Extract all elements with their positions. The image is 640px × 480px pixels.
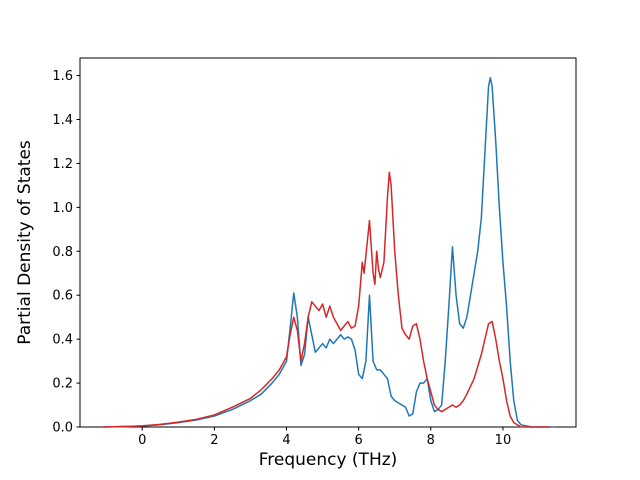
y-tick-label: 1.4 <box>52 113 73 128</box>
x-tick-label: 0 <box>138 433 146 448</box>
y-tick-label: 0.6 <box>52 289 73 304</box>
x-tick-label: 6 <box>355 433 363 448</box>
y-tick-label: 0.4 <box>52 333 73 348</box>
y-tick-label: 0.2 <box>52 377 73 392</box>
y-tick-label: 0.0 <box>52 421 73 436</box>
x-axis-label: Frequency (THz) <box>259 450 398 470</box>
x-tick-label: 8 <box>427 433 435 448</box>
axes-spines <box>79 57 577 428</box>
y-tick-label: 1.2 <box>52 157 73 172</box>
series-red-line <box>101 171 551 428</box>
series-blue-line <box>101 77 555 428</box>
x-tick-label: 2 <box>210 433 218 448</box>
y-axis-label: Partial Density of States <box>15 140 35 345</box>
x-tick-label: 4 <box>282 433 290 448</box>
y-tick-label: 1.0 <box>52 201 73 216</box>
y-tick-label: 0.8 <box>52 245 73 260</box>
x-tick-label: 10 <box>495 433 512 448</box>
y-tick-label: 1.6 <box>52 69 73 84</box>
plot-area: 0 2 4 6 8 10 0.0 0.2 0.4 0.6 0.8 1.0 1.2 1.4 1.6 <box>52 57 577 448</box>
